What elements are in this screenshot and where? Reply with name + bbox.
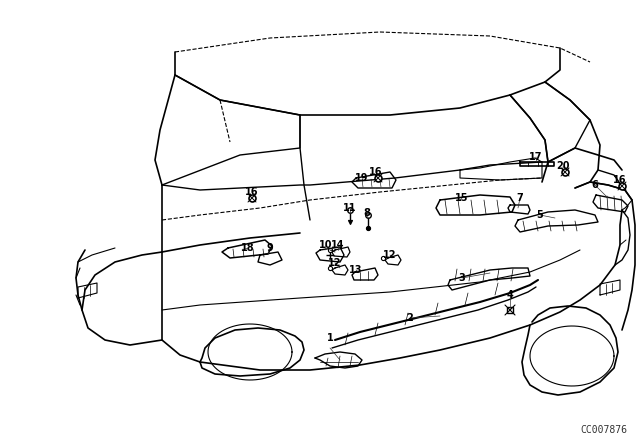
Text: 3: 3 <box>459 273 465 283</box>
Text: 8: 8 <box>364 208 371 218</box>
Text: 2: 2 <box>406 313 413 323</box>
Text: 10: 10 <box>319 240 333 250</box>
Text: 5: 5 <box>536 210 543 220</box>
Text: 1: 1 <box>326 333 333 343</box>
Text: 15: 15 <box>455 193 468 203</box>
Text: 12: 12 <box>328 258 342 268</box>
Text: 12: 12 <box>383 250 397 260</box>
Text: 18: 18 <box>241 243 255 253</box>
Text: 17: 17 <box>529 152 543 162</box>
Text: 16: 16 <box>369 167 383 177</box>
Text: 9: 9 <box>267 243 273 253</box>
Text: 4: 4 <box>507 290 513 300</box>
Text: 7: 7 <box>516 193 524 203</box>
Text: 16: 16 <box>245 187 259 197</box>
Text: CC007876: CC007876 <box>580 425 627 435</box>
Text: 20: 20 <box>556 161 570 171</box>
Text: 19: 19 <box>355 173 369 183</box>
Text: 14: 14 <box>332 240 345 250</box>
Text: 11: 11 <box>343 203 356 213</box>
Text: 6: 6 <box>591 180 598 190</box>
Text: 13: 13 <box>349 265 363 275</box>
Text: 16: 16 <box>613 175 627 185</box>
